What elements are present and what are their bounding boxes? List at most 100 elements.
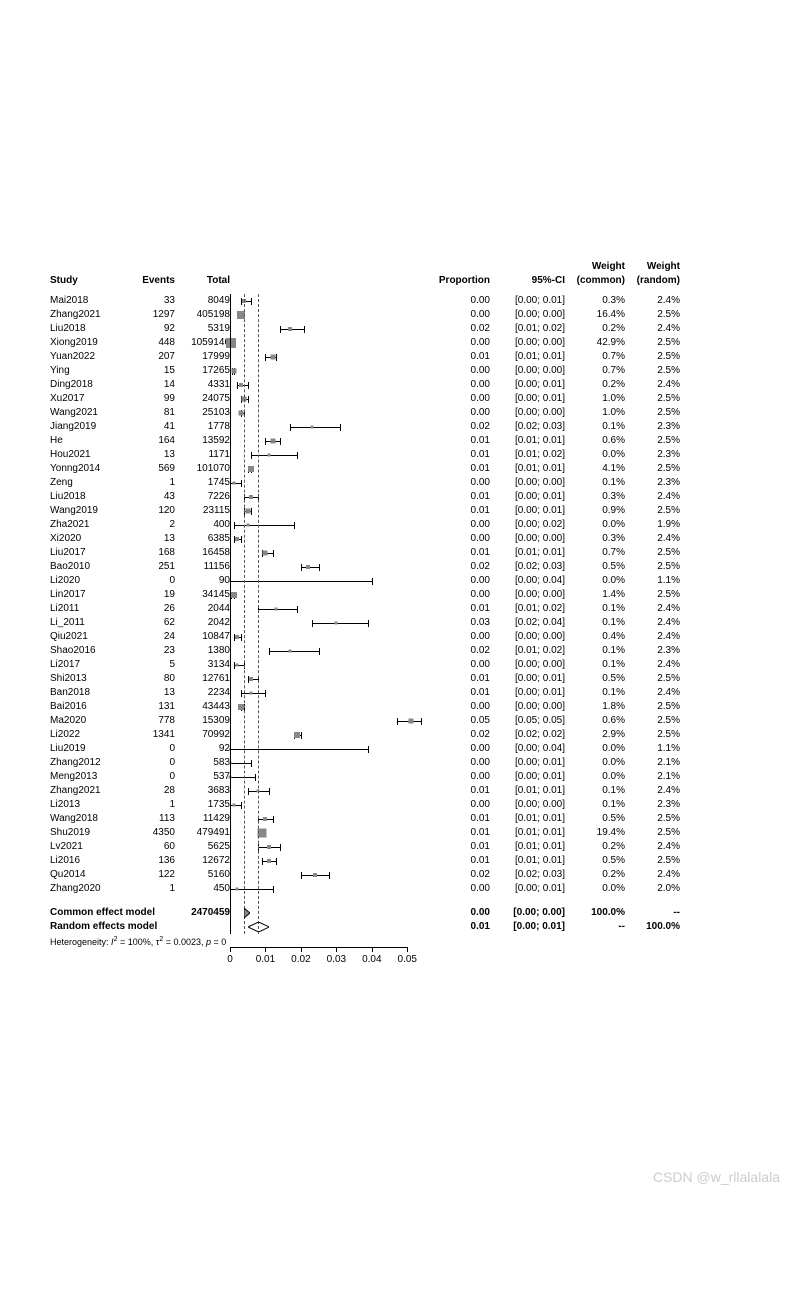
study-prop: 0.02	[425, 728, 490, 742]
study-total: 5319	[175, 322, 230, 336]
sum-common-prop: 0.00	[425, 906, 490, 920]
study-plot-cell	[230, 686, 425, 700]
study-plot-cell	[230, 812, 425, 826]
ci-lower-tick	[269, 648, 270, 655]
study-row: Li_20116220420.03[0.02; 0.04]0.1%2.4%	[50, 616, 750, 630]
study-name: Qiu2021	[50, 630, 130, 644]
study-plot-cell	[230, 378, 425, 392]
study-ci: [0.01; 0.01]	[490, 812, 565, 826]
study-wc: 1.0%	[565, 406, 625, 420]
study-ci: [0.00; 0.00]	[490, 532, 565, 546]
study-events: 19	[130, 588, 175, 602]
study-plot-cell	[230, 756, 425, 770]
ci-lower-tick	[301, 872, 302, 879]
axis-label: 0.01	[256, 953, 275, 967]
study-wr: 2.0%	[625, 882, 680, 896]
ci-upper-tick	[241, 480, 242, 487]
ci-lower-tick	[301, 564, 302, 571]
study-wr: 2.5%	[625, 462, 680, 476]
study-name: Zeng	[50, 476, 130, 490]
study-wc: 0.1%	[565, 420, 625, 434]
ci-upper-tick	[265, 690, 266, 697]
study-ci: [0.00; 0.01]	[490, 392, 565, 406]
study-events: 1	[130, 476, 175, 490]
ci-line	[251, 455, 297, 456]
study-prop: 0.02	[425, 560, 490, 574]
ci-lower-tick	[234, 522, 235, 529]
study-prop: 0.01	[425, 812, 490, 826]
study-events: 113	[130, 812, 175, 826]
study-row: Li20112620440.01[0.01; 0.02]0.1%2.4%	[50, 602, 750, 616]
hdr-total: Total	[175, 274, 230, 288]
ci-lower-tick	[248, 788, 249, 795]
point-estimate-box	[246, 524, 249, 527]
study-ci: [0.00; 0.00]	[490, 588, 565, 602]
study-wr: 2.3%	[625, 476, 680, 490]
point-estimate-box	[335, 622, 338, 625]
study-row: Yuan2022207179990.01[0.01; 0.01]0.7%2.5%	[50, 350, 750, 364]
study-total: 101070	[175, 462, 230, 476]
study-ci: [0.01; 0.01]	[490, 434, 565, 448]
point-estimate-box	[289, 650, 292, 653]
study-name: Bao2010	[50, 560, 130, 574]
study-wr: 2.5%	[625, 434, 680, 448]
hdr-wc: Weight (common)	[565, 260, 625, 288]
ci-upper-tick	[273, 816, 274, 823]
study-total: 1778	[175, 420, 230, 434]
study-wc: 0.0%	[565, 448, 625, 462]
study-name: Wang2019	[50, 504, 130, 518]
point-estimate-box	[242, 397, 247, 402]
study-plot-cell	[230, 840, 425, 854]
study-events: 92	[130, 322, 175, 336]
study-plot-cell	[230, 882, 425, 896]
sum-random-ci: [0.00; 0.01]	[490, 920, 565, 934]
ci-upper-tick	[319, 564, 320, 571]
study-ci: [0.01; 0.02]	[490, 644, 565, 658]
study-plot-cell	[230, 350, 425, 364]
study-events: 28	[130, 784, 175, 798]
ci-upper-tick	[251, 298, 252, 305]
study-name: Liu2018	[50, 322, 130, 336]
study-total: 15309	[175, 714, 230, 728]
ci-lower-tick	[251, 452, 252, 459]
study-plot-cell	[230, 364, 425, 378]
study-row: Li2016136126720.01[0.01; 0.01]0.5%2.5%	[50, 854, 750, 868]
ci-line	[258, 609, 297, 610]
axis-label: 0.02	[291, 953, 310, 967]
header-row: Study Events Total Proportion 95%-CI Wei…	[50, 260, 750, 288]
point-estimate-box	[245, 509, 250, 514]
point-estimate-box	[294, 732, 300, 738]
study-ci: [0.00; 0.01]	[490, 504, 565, 518]
study-row: Ding20181443310.00[0.00; 0.01]0.2%2.4%	[50, 378, 750, 392]
study-name: Li2017	[50, 658, 130, 672]
study-prop: 0.00	[425, 294, 490, 308]
study-wc: 0.2%	[565, 378, 625, 392]
study-events: 80	[130, 672, 175, 686]
study-ci: [0.00; 0.00]	[490, 798, 565, 812]
study-events: 136	[130, 854, 175, 868]
study-row: Liu20190920.00[0.00; 0.04]0.0%1.1%	[50, 742, 750, 756]
study-ci: [0.00; 0.00]	[490, 406, 565, 420]
study-plot-cell	[230, 546, 425, 560]
study-name: Shu2019	[50, 826, 130, 840]
study-name: Li2011	[50, 602, 130, 616]
study-prop: 0.01	[425, 462, 490, 476]
ci-upper-tick	[304, 326, 305, 333]
ci-upper-tick	[244, 662, 245, 669]
study-name: Meng2013	[50, 770, 130, 784]
study-wr: 2.5%	[625, 308, 680, 322]
ci-upper-tick	[248, 382, 249, 389]
study-rows: Mai20183380490.00[0.00; 0.01]0.3%2.4%Zha…	[50, 294, 750, 896]
study-plot-cell	[230, 742, 425, 756]
study-prop: 0.02	[425, 868, 490, 882]
axis-tick	[336, 947, 337, 952]
study-wc: 0.0%	[565, 882, 625, 896]
study-wr: 2.4%	[625, 602, 680, 616]
point-estimate-box	[236, 888, 239, 891]
study-total: 11429	[175, 812, 230, 826]
sum-random-wr: 100.0%	[625, 920, 680, 934]
ci-lower-tick	[258, 606, 259, 613]
study-wc: 0.1%	[565, 658, 625, 672]
study-name: Wang2021	[50, 406, 130, 420]
ci-lower-tick	[265, 354, 266, 361]
